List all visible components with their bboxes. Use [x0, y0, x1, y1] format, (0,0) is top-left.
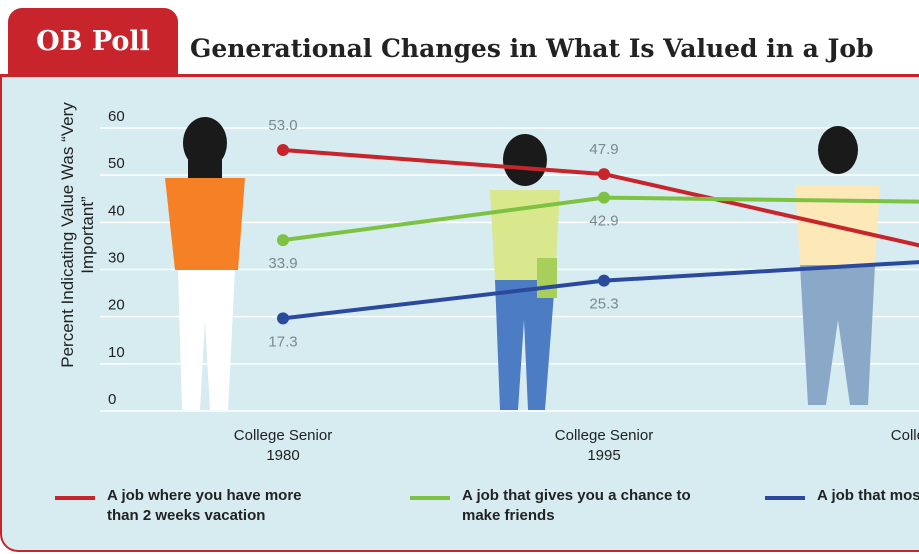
- data-point: [598, 275, 610, 287]
- legend-label: A job where you have more than 2 weeks v…: [107, 486, 337, 526]
- chart: 0102030405060 53.047.931.833.942.942.017…: [0, 0, 919, 554]
- page: OB Poll Generational Changes in What Is …: [0, 0, 919, 554]
- data-label: 47.9: [589, 141, 618, 158]
- data-label: 25.3: [589, 296, 618, 313]
- data-point: [598, 192, 610, 204]
- x-tick-label: College Senior 2005: [885, 426, 919, 466]
- legend-label: A job that gives you a chance to make fr…: [462, 486, 692, 526]
- y-tick-label: 40: [108, 202, 125, 219]
- y-tick-label: 30: [108, 249, 125, 266]
- data-label: 33.9: [268, 255, 297, 272]
- data-label: 42.9: [589, 213, 618, 230]
- data-point: [277, 144, 289, 156]
- y-tick-label: 10: [108, 344, 125, 361]
- legend-label: A job that most people respect: [817, 486, 919, 506]
- data-point: [277, 312, 289, 324]
- y-tick-label: 50: [108, 155, 125, 172]
- data-label: 17.3: [268, 333, 297, 350]
- y-axis-title: Percent Indicating Value Was “Very Impor…: [58, 85, 98, 385]
- y-tick-label: 20: [108, 297, 125, 314]
- x-tick-label: College Senior 1980: [228, 426, 338, 466]
- data-point: [598, 168, 610, 180]
- x-tick-label: College Senior 1995: [549, 426, 659, 466]
- data-point: [277, 234, 289, 246]
- y-tick-label: 60: [108, 108, 125, 125]
- y-tick-label: 0: [108, 391, 116, 408]
- data-label: 53.0: [268, 117, 297, 134]
